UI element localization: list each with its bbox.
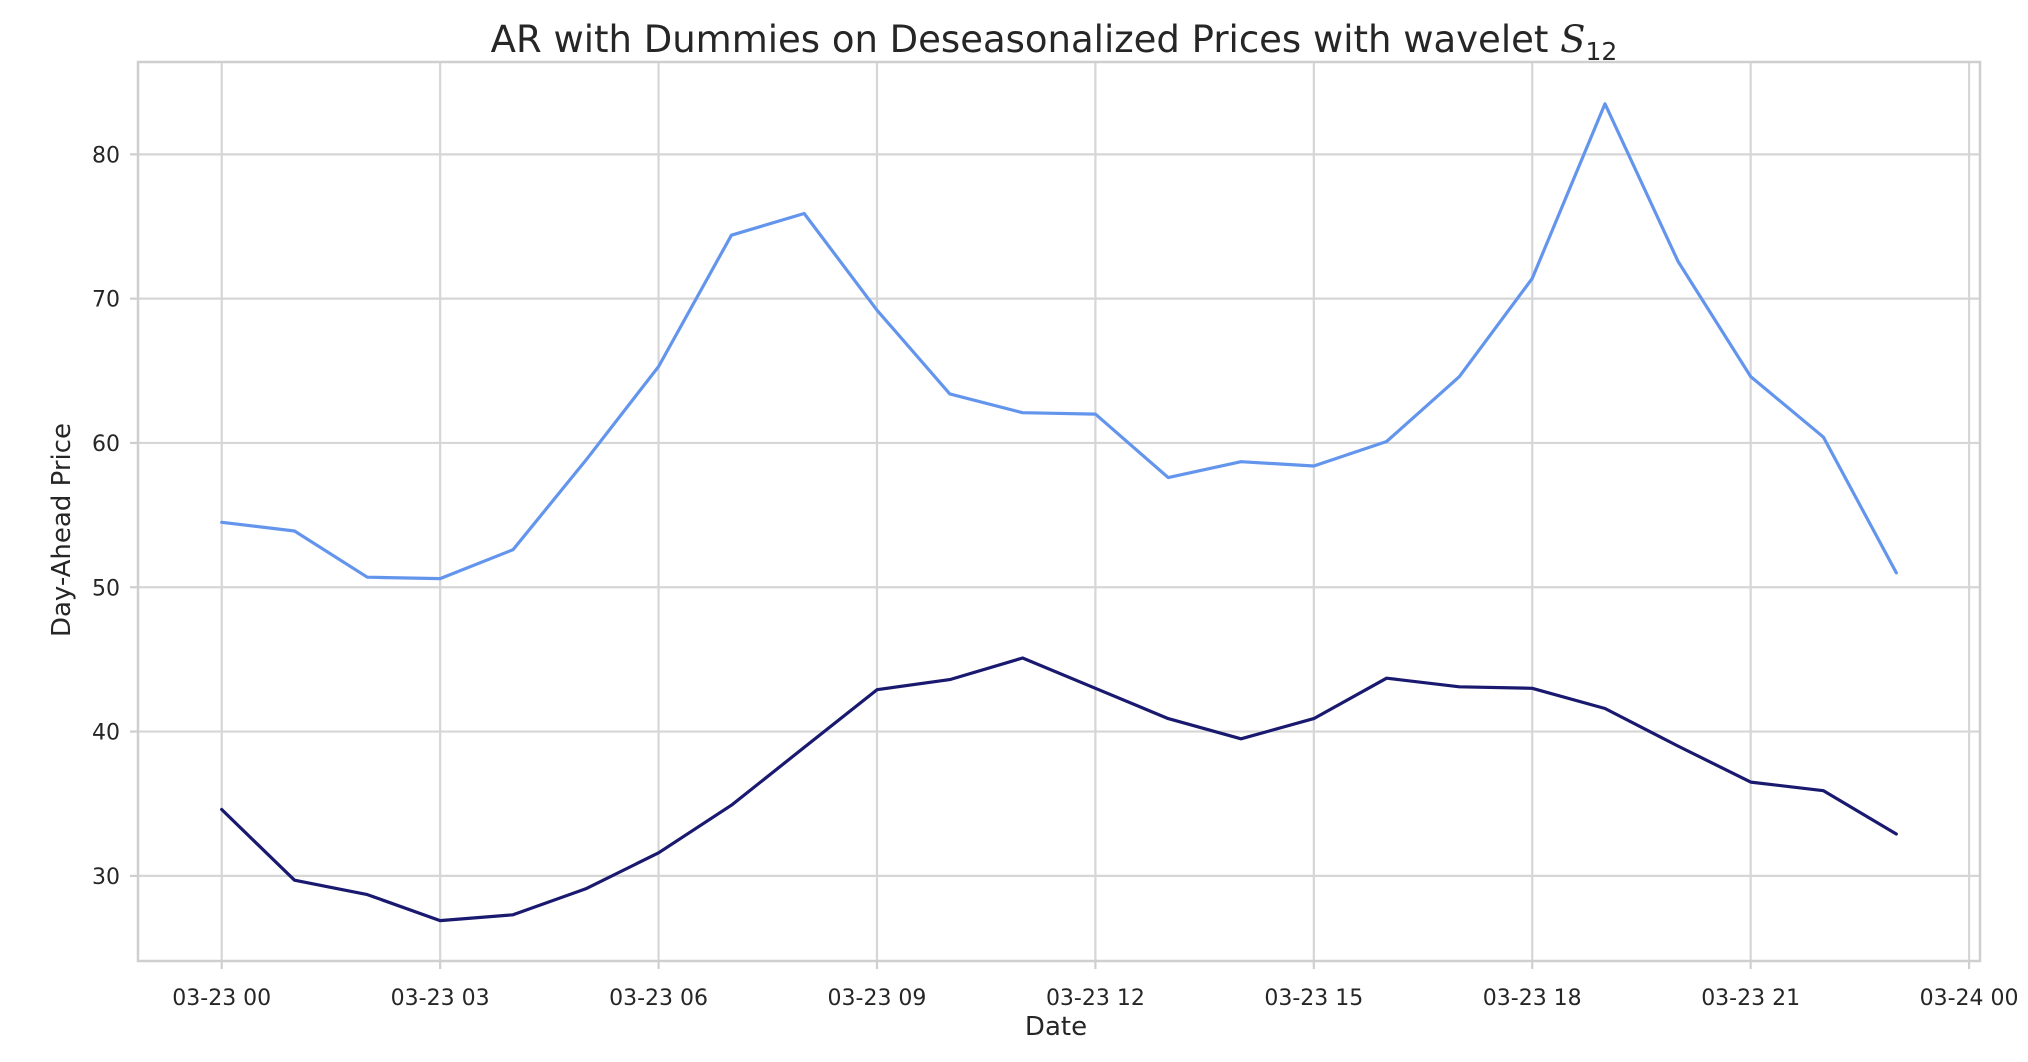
y-tick-label: 80 <box>92 143 120 168</box>
y-tick-label: 50 <box>92 576 120 601</box>
x-tick-label: 03-23 15 <box>1264 986 1363 1011</box>
chart-title: AR with Dummies on Deseasonalized Prices… <box>491 18 1618 66</box>
series-lines <box>220 102 1898 923</box>
x-tick-label: 03-23 00 <box>172 986 271 1011</box>
grid <box>138 62 1980 961</box>
x-tick-label: 03-23 12 <box>1046 986 1145 1011</box>
x-tick-label: 03-24 00 <box>1920 986 2019 1011</box>
x-tick-label: 03-23 03 <box>391 986 490 1011</box>
y-tick-label: 40 <box>92 721 120 746</box>
y-tick-label: 60 <box>92 432 120 457</box>
y-axis-title: Day-Ahead Price <box>47 423 77 637</box>
x-tick-label: 03-23 09 <box>828 986 927 1011</box>
y-tick-label: 70 <box>92 288 120 313</box>
y-tick-label: 30 <box>92 865 120 890</box>
x-tick-label: 03-23 06 <box>609 986 708 1011</box>
axis-ticks: 03-23 00 03-23 03 03-23 06 03-23 09 03-23 12… <box>92 143 2019 1011</box>
title-math-symbol: S <box>1560 18 1585 61</box>
series-line-1 <box>220 102 1898 581</box>
x-axis-title: Date <box>1025 1012 1087 1042</box>
series-line-2 <box>220 656 1898 923</box>
plot-area-frame <box>136 60 1982 963</box>
x-tick-label: 03-23 18 <box>1483 986 1582 1011</box>
x-tick-label: 03-23 21 <box>1701 986 1800 1011</box>
title-subscript: 12 <box>1586 37 1618 66</box>
